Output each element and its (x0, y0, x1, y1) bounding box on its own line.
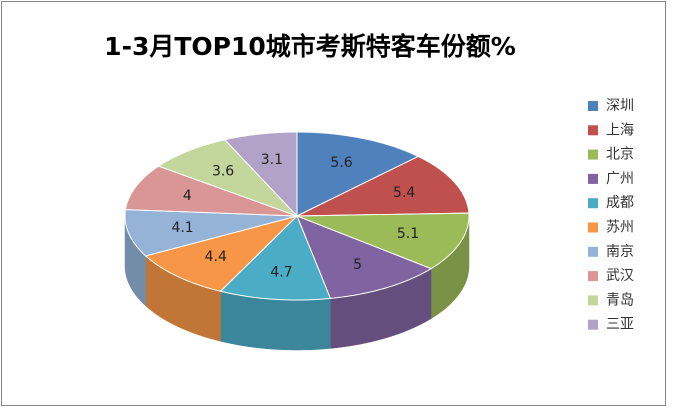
data-label: 5.6 (330, 155, 352, 171)
pie-slice (219, 215, 332, 301)
pie-slice (296, 212, 470, 270)
data-label: 4.7 (270, 265, 292, 281)
pie-slice (296, 215, 433, 299)
pie-slice (144, 215, 299, 292)
pie-slice (124, 209, 298, 257)
legend-swatch (588, 198, 598, 209)
legend-label: 南京 (606, 244, 634, 260)
data-label: 5.1 (397, 226, 419, 242)
pie-slice (296, 131, 420, 217)
chart-title: 1-3月TOP10城市考斯特客车份额% (104, 32, 516, 61)
legend-label: 北京 (606, 147, 634, 163)
legend-label: 武汉 (606, 268, 634, 284)
data-label: 3.1 (261, 152, 283, 168)
legend-swatch (588, 271, 598, 282)
legend-label: 成都 (606, 195, 634, 211)
pie-slice (223, 131, 298, 218)
legend-label: 青岛 (606, 292, 634, 308)
pie-slice (124, 165, 298, 217)
legend-swatch (588, 173, 598, 184)
data-label: 4 (183, 188, 192, 204)
data-label: 4.1 (171, 220, 193, 236)
legend-swatch (588, 149, 598, 160)
data-label: 3.6 (212, 164, 234, 180)
legend-swatch (588, 295, 598, 306)
legend-swatch (588, 101, 598, 111)
legend-swatch (588, 125, 598, 136)
legend-label: 苏州 (606, 220, 634, 236)
pie-slice (296, 155, 470, 217)
legend-swatch (588, 222, 598, 233)
data-label: 5.4 (393, 185, 415, 201)
pie-slice (157, 139, 298, 217)
data-label: 5 (353, 257, 362, 273)
data-label: 4.4 (205, 249, 227, 265)
legend-swatch (588, 246, 598, 257)
legend-label: 深圳 (606, 98, 634, 114)
legend-label: 三亚 (606, 317, 634, 333)
legend-label: 上海 (606, 122, 634, 138)
legend-swatch (588, 319, 598, 330)
legend-label: 广州 (606, 171, 634, 187)
